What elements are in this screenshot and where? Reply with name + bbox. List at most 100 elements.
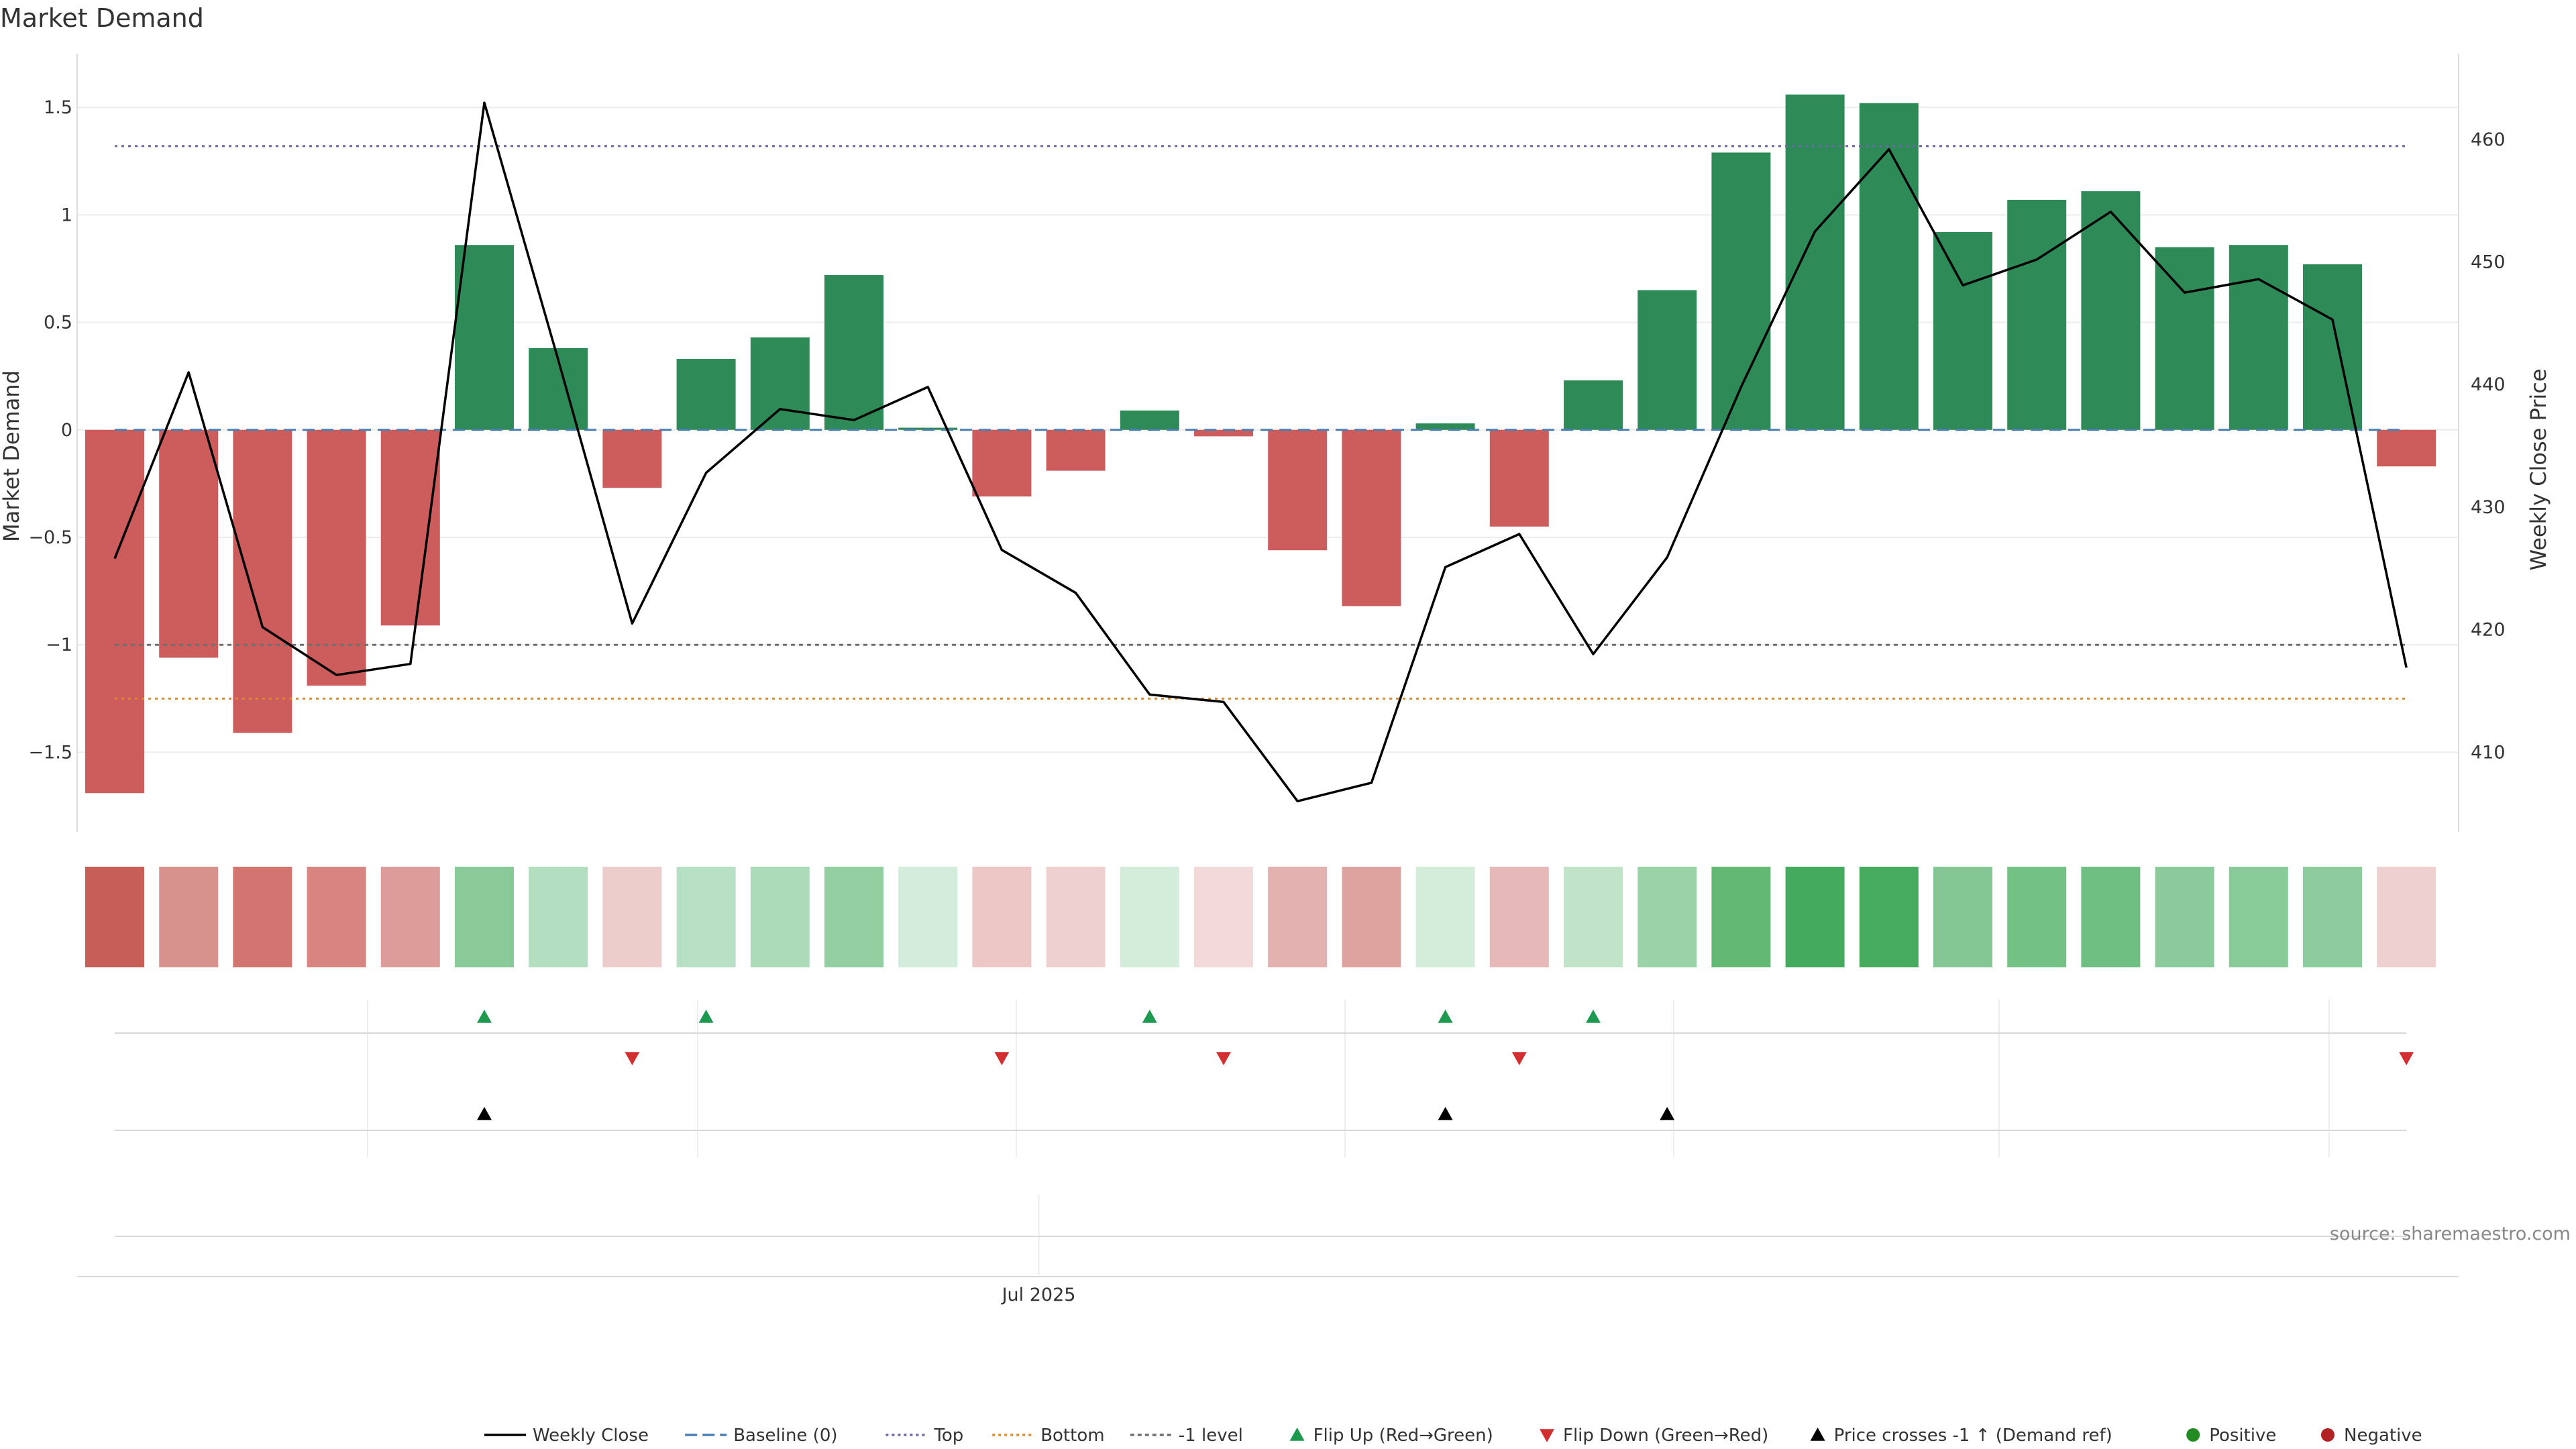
flip-down-marker-31	[2399, 1052, 2414, 1065]
heat-cell-29	[2229, 867, 2288, 967]
x-tick-jul-2025: Jul 2025	[1001, 1285, 1076, 1305]
legend-label-weekly_close: Weekly Close	[533, 1426, 649, 1446]
demand-bar-16	[1268, 429, 1328, 551]
chart-title: Market Demand	[0, 3, 204, 33]
demand-bar-28	[2155, 247, 2214, 430]
heat-cell-28	[2155, 867, 2214, 967]
demand-bar-4	[380, 429, 440, 626]
y-right-tick-5: 460	[2471, 129, 2506, 150]
demand-bar-31	[2377, 429, 2436, 467]
demand-bar-22	[1711, 152, 1771, 430]
heat-cell-0	[85, 867, 144, 967]
y-left-tick-0: −1.5	[28, 742, 72, 763]
demand-bar-15	[1194, 429, 1253, 437]
flip-up-marker-20	[1586, 1010, 1601, 1023]
y-left-tick-1: −1	[46, 635, 72, 655]
heat-cell-3	[307, 867, 366, 967]
weekly-close-line	[113, 101, 2408, 803]
demand-bar-19	[1489, 429, 1549, 527]
heat-cell-1	[159, 867, 219, 967]
heat-cell-16	[1268, 867, 1328, 967]
demand-bar-5	[455, 245, 514, 430]
heat-cell-19	[1489, 867, 1549, 967]
tick-labels: −1.5 −1 −0.5 0 0.5 1 1.5 410 420 430 440 450 460	[28, 97, 2505, 763]
heat-cell-18	[1415, 867, 1475, 967]
legend-label-baseline: Baseline (0)	[733, 1426, 837, 1446]
y-right-tick-2: 430	[2471, 497, 2506, 518]
heat-cell-14	[1120, 867, 1179, 967]
heat-cell-23	[1785, 867, 1845, 967]
y-right-tick-0: 410	[2471, 742, 2506, 763]
y-left-tick-4: 0.5	[44, 313, 72, 333]
demand-bar-27	[2081, 191, 2141, 430]
demand-bar-26	[2007, 199, 2067, 430]
heat-cell-8	[676, 867, 736, 967]
demand-bar-18	[1415, 423, 1475, 430]
heat-cell-21	[1638, 867, 1697, 967]
legend-swatch-negative	[2321, 1428, 2334, 1442]
demand-bar-30	[2303, 264, 2362, 430]
price-cross-marker-18	[1438, 1107, 1453, 1120]
legend-label-positive: Positive	[2209, 1426, 2276, 1446]
heat-cell-2	[233, 867, 292, 967]
demand-bar-20	[1564, 380, 1623, 430]
flip-up-marker-14	[1142, 1010, 1157, 1023]
legend-label-flip_up: Flip Up (Red→Green)	[1313, 1426, 1493, 1446]
flip-up-marker-5	[477, 1010, 492, 1023]
demand-bar-9	[750, 337, 810, 430]
y-axis-left-label: Market Demand	[0, 370, 24, 542]
heat-cell-11	[898, 867, 958, 967]
y-left-tick-3: 0	[61, 420, 72, 441]
legend-label-price_cross: Price crosses -1 ↑ (Demand ref)	[1834, 1426, 2112, 1446]
legend-swatch-positive	[2186, 1428, 2200, 1442]
y-left-tick-2: −0.5	[28, 527, 72, 548]
legend-swatch-flip_down	[1540, 1429, 1554, 1442]
demand-bar-8	[676, 359, 736, 430]
flip-down-marker-19	[1511, 1052, 1527, 1065]
legend-label-top: Top	[933, 1426, 963, 1446]
legend-label-minus_one: -1 level	[1179, 1426, 1243, 1446]
heat-cell-22	[1711, 867, 1771, 967]
axes	[76, 54, 2459, 832]
demand-bar-3	[307, 429, 366, 686]
y-right-tick-3: 440	[2471, 374, 2506, 395]
y-right-tick-4: 450	[2471, 252, 2506, 273]
legend: Weekly Close Baseline (0) Top Bottom -1 leve…	[484, 1426, 2422, 1446]
demand-bar-1	[159, 429, 219, 658]
heat-cell-17	[1342, 867, 1401, 967]
demand-bar-10	[824, 275, 883, 430]
event-markers: Jul 2025	[77, 1000, 2459, 1305]
flip-up-marker-8	[698, 1010, 714, 1023]
flip-down-marker-12	[994, 1052, 1010, 1065]
legend-label-bottom: Bottom	[1040, 1426, 1104, 1446]
demand-bar-12	[972, 429, 1032, 497]
y-left-tick-6: 1.5	[44, 97, 72, 118]
flip-up-marker-18	[1438, 1010, 1453, 1023]
demand-bar-2	[233, 429, 292, 733]
demand-bar-17	[1342, 429, 1401, 606]
heat-cell-25	[1933, 867, 1992, 967]
y-left-tick-5: 1	[61, 205, 72, 225]
y-axis-right-label: Weekly Close Price	[2526, 368, 2551, 570]
source-note: source: sharemaestro.com	[2330, 1224, 2571, 1244]
demand-bar-25	[1933, 231, 1992, 430]
demand-bar-23	[1785, 94, 1845, 430]
demand-bar-14	[1120, 410, 1179, 430]
demand-bar-7	[602, 429, 662, 488]
heat-cell-7	[602, 867, 662, 967]
demand-bar-13	[1046, 429, 1106, 471]
heat-cell-20	[1564, 867, 1623, 967]
demand-bar-29	[2229, 245, 2288, 430]
weekly-close-line-group	[113, 101, 2408, 803]
flip-down-marker-15	[1216, 1052, 1231, 1065]
heat-cell-30	[2303, 867, 2362, 967]
flip-down-marker-7	[625, 1052, 640, 1065]
legend-swatch-price_cross	[1810, 1428, 1825, 1441]
demand-bar-11	[898, 427, 958, 430]
price-cross-marker-21	[1660, 1107, 1675, 1120]
heat-cell-27	[2081, 867, 2141, 967]
y-right-tick-1: 420	[2471, 620, 2506, 641]
price-cross-marker-5	[477, 1107, 492, 1120]
demand-heat-strip	[85, 867, 2436, 967]
